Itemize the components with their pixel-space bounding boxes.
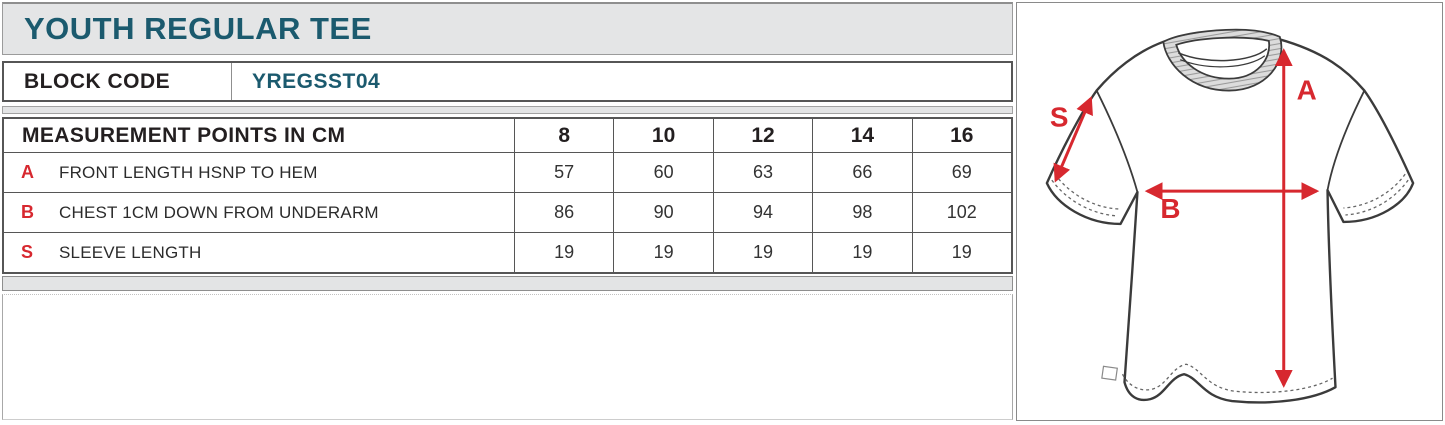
block-code-value: YREGSST04 <box>252 69 381 93</box>
separator-strip-bottom <box>2 276 1013 291</box>
table-cell: 63 <box>712 152 813 192</box>
measurement-key: B <box>21 202 34 222</box>
title-bar: YOUTH REGULAR TEE <box>2 2 1013 55</box>
table-cell: 66 <box>812 152 912 192</box>
size-column-header: 12 <box>712 119 812 152</box>
table-cell: 90 <box>613 192 713 232</box>
measurement-key: S <box>21 242 34 262</box>
diagram-label-b: B <box>1160 193 1180 224</box>
tshirt-diagram-icon: A B S <box>1045 28 1415 404</box>
table-cell: 98 <box>812 192 912 232</box>
table-cell: 69 <box>911 152 1011 192</box>
right-armhole-seam <box>1326 90 1366 191</box>
table-cell: 19 <box>812 232 912 272</box>
table-cell: 102 <box>911 192 1011 232</box>
table-cell: 19 <box>613 232 713 272</box>
separator-strip-top <box>2 106 1013 114</box>
empty-notes-panel <box>2 294 1013 420</box>
diagram-label-s: S <box>1050 101 1069 132</box>
table-cell: 19 <box>712 232 813 272</box>
table-cell: 94 <box>712 192 813 232</box>
measurement-key: A <box>21 162 34 182</box>
table-cell: 57 <box>514 152 614 192</box>
size-column-header: 8 <box>514 119 613 152</box>
tshirt-diagram-panel: A B S <box>1016 2 1443 421</box>
table-cell: 19 <box>911 232 1011 272</box>
measurement-table: MEASUREMENT POINTS IN CM 8 10 12 14 16 A… <box>2 117 1013 274</box>
measurement-label: CHEST 1CM DOWN FROM UNDERARM <box>59 202 379 222</box>
left-armhole-seam <box>1095 90 1139 193</box>
page-title: YOUTH REGULAR TEE <box>24 11 372 46</box>
table-row-label: S SLEEVE LENGTH <box>4 232 514 272</box>
sleeve-arrow <box>1053 96 1093 183</box>
hem-tag <box>1101 365 1118 381</box>
collar-rib-band <box>1162 28 1283 92</box>
table-cell: 60 <box>613 152 713 192</box>
diagram-label-a: A <box>1297 75 1317 106</box>
table-header-title: MEASUREMENT POINTS IN CM <box>22 123 346 147</box>
block-code-row: BLOCK CODE YREGSST04 <box>2 61 1013 102</box>
table-row-label: B CHEST 1CM DOWN FROM UNDERARM <box>4 192 514 232</box>
block-code-label: BLOCK CODE <box>4 63 232 100</box>
table-cell: 19 <box>514 232 614 272</box>
table-row-label: A FRONT LENGTH HSNP TO HEM <box>4 152 514 192</box>
tshirt-body-outline <box>1045 34 1415 404</box>
measurement-label: SLEEVE LENGTH <box>59 242 202 262</box>
table-cell: 86 <box>514 192 614 232</box>
size-column-header: 16 <box>911 119 1011 152</box>
size-column-header: 14 <box>812 119 911 152</box>
size-column-header: 10 <box>613 119 712 152</box>
measurement-label: FRONT LENGTH HSNP TO HEM <box>59 162 318 182</box>
